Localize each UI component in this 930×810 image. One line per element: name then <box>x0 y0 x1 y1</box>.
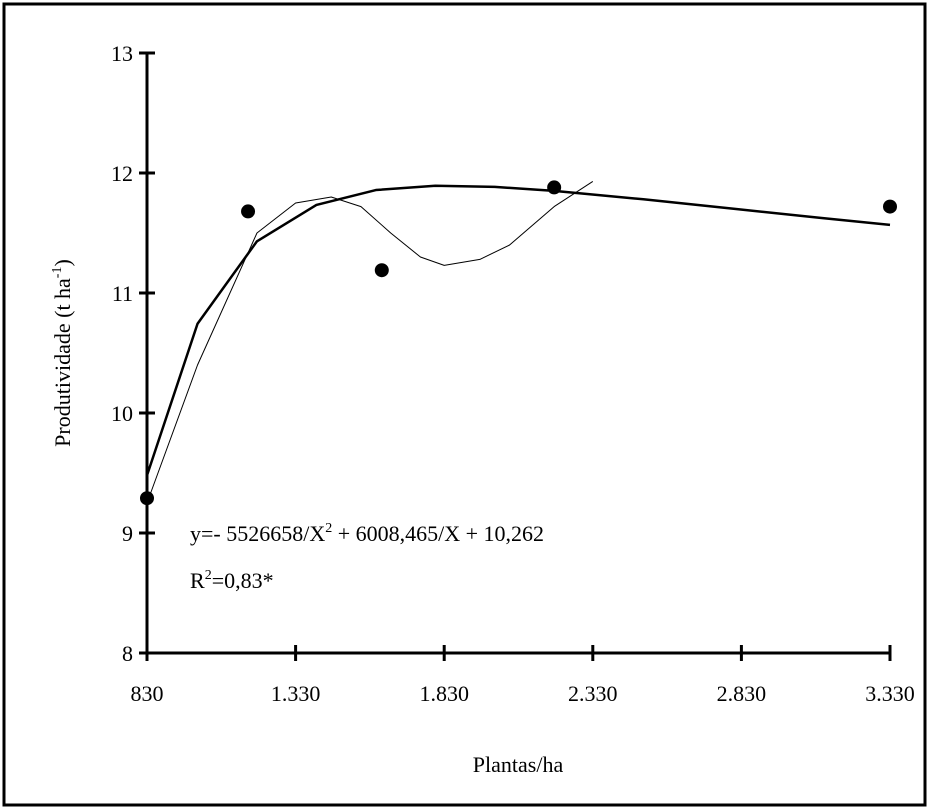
data-point <box>883 199 897 214</box>
y-tick-label: 11 <box>112 281 133 306</box>
y-tick-label: 10 <box>111 401 133 426</box>
y-tick-label: 8 <box>122 641 133 666</box>
y-title-sup: -1 <box>50 267 65 279</box>
equation: y=- 5526658/X2 + 6008,465/X + 10,262 <box>190 521 544 546</box>
y-tick-label: 12 <box>111 161 133 186</box>
r-squared: R2=0,83* <box>190 568 274 593</box>
x-tick-label: 830 <box>131 681 164 706</box>
x-tick-label: 1.330 <box>271 681 321 706</box>
r2-text: R <box>190 568 205 593</box>
x-tick-label: 1.830 <box>419 681 469 706</box>
data-point <box>241 204 256 219</box>
x-tick-label: 2.330 <box>568 681 618 706</box>
r2-sup: 2 <box>205 568 212 583</box>
equation-sup: 2 <box>325 521 332 536</box>
fit-curve <box>146 180 594 504</box>
r2-text: =0,83* <box>212 568 274 593</box>
y-tick-label: 13 <box>111 41 133 66</box>
data-point <box>140 491 154 506</box>
data-point <box>374 263 389 278</box>
x-tick-label: 3.330 <box>865 681 915 706</box>
equation-text: y=- 5526658/X <box>190 521 325 546</box>
y-axis-title: Produtividade (t ha-1) <box>50 259 75 447</box>
equation-text: + 6008,465/X + 10,262 <box>332 521 544 546</box>
y-title-text: Produtividade (t ha <box>50 278 75 447</box>
y-tick-label: 9 <box>122 521 133 546</box>
x-axis-title: Plantas/ha <box>473 752 564 777</box>
y-title-text: ) <box>50 259 75 266</box>
x-tick-label: 2.830 <box>717 681 767 706</box>
